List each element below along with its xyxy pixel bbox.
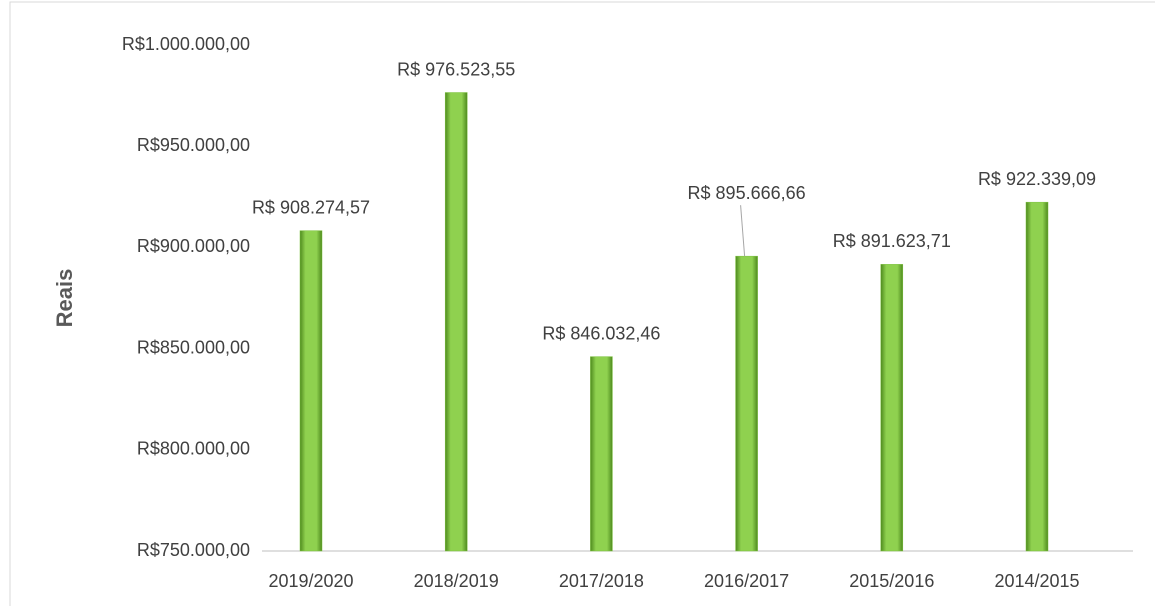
y-axis-label: Reais bbox=[52, 269, 77, 328]
x-tick-label: 2017/2018 bbox=[559, 571, 644, 591]
bar bbox=[735, 255, 758, 552]
chart-frame bbox=[9, 1, 1155, 606]
data-label: R$ 922.339,09 bbox=[978, 169, 1096, 189]
y-tick-label: R$750.000,00 bbox=[137, 540, 250, 560]
y-tick-label: R$850.000,00 bbox=[137, 337, 250, 357]
x-tick-label: 2018/2019 bbox=[414, 571, 499, 591]
x-tick-label: 2014/2015 bbox=[994, 571, 1079, 591]
data-label: R$ 976.523,55 bbox=[397, 59, 515, 79]
data-label: R$ 895.666,66 bbox=[688, 183, 806, 203]
data-label: R$ 846.032,46 bbox=[542, 323, 660, 343]
x-tick-label: 2015/2016 bbox=[849, 571, 934, 591]
x-tick-label: 2016/2017 bbox=[704, 571, 789, 591]
y-tick-label: R$950.000,00 bbox=[137, 135, 250, 155]
x-tick-label: 2019/2020 bbox=[268, 571, 353, 591]
bar bbox=[1025, 201, 1049, 552]
bar bbox=[444, 92, 468, 552]
bar bbox=[880, 264, 904, 552]
bar bbox=[590, 356, 613, 552]
bar bbox=[299, 230, 323, 552]
data-label: R$ 908.274,57 bbox=[252, 197, 370, 217]
y-tick-label: R$900.000,00 bbox=[137, 236, 250, 256]
y-tick-label: R$1.000.000,00 bbox=[122, 34, 250, 54]
leader-line bbox=[740, 205, 746, 257]
data-label: R$ 891.623,71 bbox=[833, 231, 951, 251]
y-tick-label: R$800.000,00 bbox=[137, 439, 250, 459]
